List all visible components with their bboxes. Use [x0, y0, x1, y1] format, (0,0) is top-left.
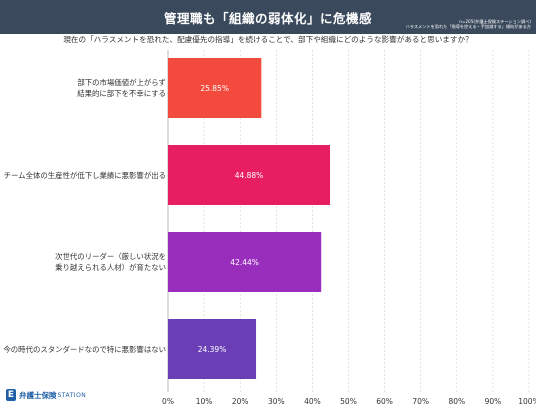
x-tick-label: 60% [376, 397, 393, 406]
source-line-1: n=205(弁護士保険ステーション調べ) [459, 19, 531, 24]
bar [168, 58, 262, 118]
bar-value-label: 24.39% [198, 345, 227, 354]
x-tick-label: 90% [485, 397, 502, 406]
survey-question: 現在の「ハラスメントを恐れた、配慮優先の指導」を続けることで、部下や組織にどのよ… [63, 35, 473, 44]
source-note: n=205(弁護士保険ステーション調べ) ハラスメントを恐れた「指導を控える・手… [406, 19, 531, 29]
source-line-2: ハラスメントを恐れた「指導を控える・手加減する」傾向がある方 [405, 24, 531, 29]
bar [168, 145, 331, 205]
x-tick-label: 100% [518, 397, 536, 406]
bar-value-label: 44.88% [235, 171, 264, 180]
bar-value-label: 42.44% [230, 258, 259, 267]
category-label: 次世代のリーダー（厳しい状況を 乗り越えられる人材）が育たない [55, 252, 166, 272]
x-tick-label: 30% [268, 397, 285, 406]
bar [168, 232, 322, 292]
x-tick-label: 10% [196, 397, 213, 406]
x-tick-label: 70% [412, 397, 429, 406]
logo-text: 弁護士保険 [19, 390, 57, 400]
x-tick-label: 50% [340, 397, 357, 406]
bar [168, 319, 257, 379]
x-tick-label: 40% [304, 397, 321, 406]
category-label: 部下の市場価値が上がらず 結果的に部下を不幸にする [77, 78, 166, 98]
title-banner [0, 0, 536, 34]
logo-eng: STATION [57, 391, 87, 399]
logo-mark-icon: E [6, 389, 16, 401]
x-tick-label: 20% [232, 397, 249, 406]
bar-value-label: 25.85% [200, 84, 229, 93]
x-tick-label: 0% [162, 397, 174, 406]
category-label: チーム全体の生産性が低下し業績に悪影響が出る [3, 170, 166, 180]
category-label: 今の時代のスタンダードなので特に悪影響はない [3, 344, 166, 354]
x-tick-label: 80% [448, 397, 465, 406]
chart-title: 管理職も「組織の弱体化」に危機感 [163, 10, 372, 26]
brand-logo: E 弁護士保険 STATION [6, 389, 86, 401]
